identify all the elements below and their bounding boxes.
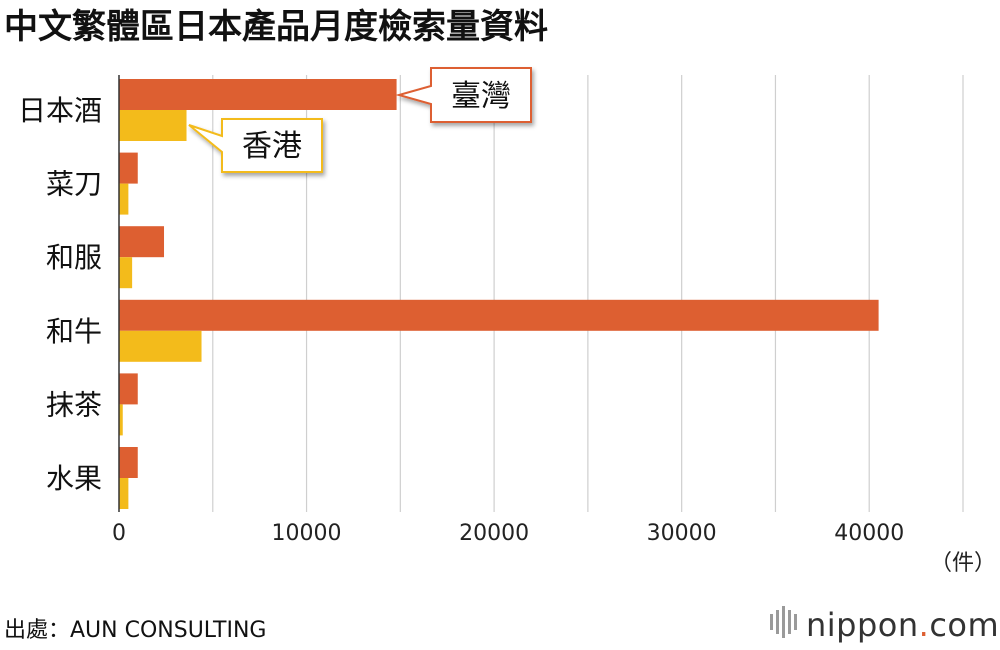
bars [119,79,879,509]
bar-taiwan-5 [119,447,138,478]
tick-label-10000: 10000 [272,521,342,546]
tick-label-40000: 40000 [834,521,904,546]
bar-taiwan-2 [119,226,165,258]
bar-hongkong-2 [119,257,133,289]
bar-taiwan-4 [119,373,138,405]
category-label-5: 水果 [46,462,102,495]
logo-bars-icon [770,606,797,638]
grid-lines [212,75,964,512]
tick-label-30000: 30000 [647,521,717,546]
unit-label: （件） [930,551,996,576]
callout-taiwan: 臺灣 [395,67,532,123]
bar-hongkong-3 [119,330,202,362]
bar-hongkong-4 [119,404,123,436]
bar-taiwan-0 [119,79,397,110]
bar-taiwan-1 [119,152,138,184]
category-label-3: 和牛 [46,315,102,348]
callout-hongkong-label: 香港 [242,129,302,164]
logo-text: nippon.com [806,606,999,644]
category-label-4: 抹茶 [46,388,102,421]
bar-hongkong-0 [119,110,187,141]
callout-hongkong-box [188,118,323,173]
chart-title: 中文繁體區日本產品月度檢索量資料 [4,7,548,47]
source-note: 出處：AUN CONSULTING [4,618,266,643]
callout-taiwan-box [395,67,532,123]
bar-hongkong-5 [119,478,129,509]
category-label-0: 日本酒 [18,94,102,127]
nippon-logo: nippon.com [770,606,999,644]
tick-label-0: 0 [112,521,126,546]
callout-hongkong: 香港 [188,118,323,173]
tick-label-20000: 20000 [459,521,529,546]
x-tick-labels: 0 10000 20000 30000 40000 [112,521,904,546]
category-label-1: 菜刀 [46,168,102,201]
bar-taiwan-3 [119,299,879,331]
bar-hongkong-1 [119,183,129,215]
category-label-2: 和服 [46,241,102,274]
callout-taiwan-label: 臺灣 [451,79,511,114]
